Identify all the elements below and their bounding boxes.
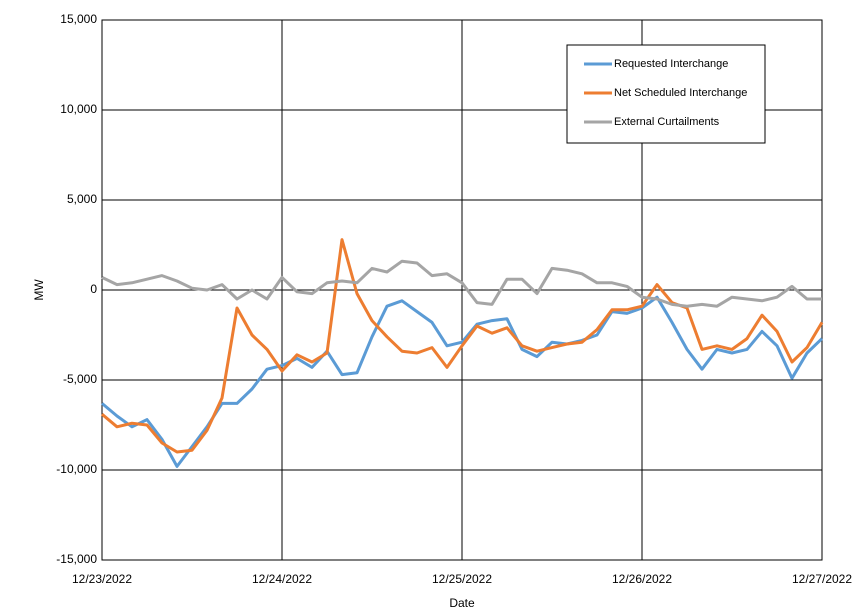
- y-tick-label: 5,000: [67, 192, 97, 206]
- legend-label: External Curtailments: [614, 116, 720, 128]
- y-tick-label: 15,000: [60, 12, 97, 26]
- y-tick-label: -10,000: [56, 462, 97, 476]
- y-axis-label: MW: [32, 279, 46, 301]
- x-tick-label: 12/24/2022: [252, 572, 312, 586]
- x-tick-label: 12/26/2022: [612, 572, 672, 586]
- x-tick-label: 12/23/2022: [72, 572, 132, 586]
- y-tick-label: 10,000: [60, 102, 97, 116]
- legend-label: Requested Interchange: [614, 58, 728, 70]
- x-tick-label: 12/27/2022: [792, 572, 852, 586]
- data-line: [101, 259, 822, 308]
- legend-label: Net Scheduled Interchange: [614, 87, 747, 99]
- x-axis-label: Date: [449, 596, 475, 610]
- x-tick-label: 12/25/2022: [432, 572, 492, 586]
- y-tick-label: -5,000: [63, 372, 97, 386]
- y-tick-label: -15,000: [56, 552, 97, 566]
- data-line: [101, 238, 824, 454]
- data-line: [101, 295, 824, 468]
- y-tick-label: 0: [90, 282, 97, 296]
